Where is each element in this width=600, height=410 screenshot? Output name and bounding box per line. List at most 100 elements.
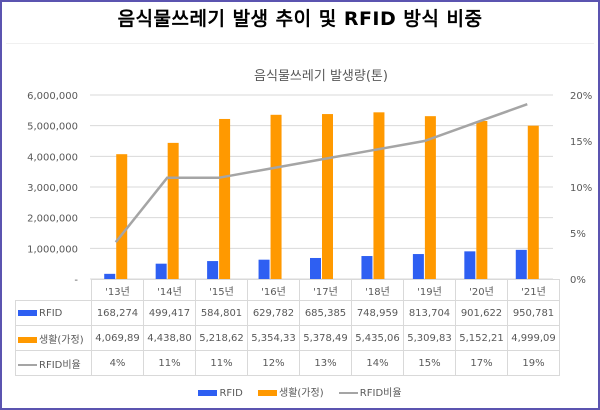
cell-text: 12% — [262, 357, 285, 369]
data-label: 4,438,80 — [143, 325, 196, 351]
y2-tick-label: 5% — [570, 229, 586, 240]
cell-text: 748,959 — [356, 307, 399, 319]
table-row: RFID비율 4% 11% 11% 12% 13% 14% 15% 17% 19% — [15, 350, 560, 376]
bar-rfid — [361, 256, 373, 279]
y2-tick-label: 15% — [570, 137, 592, 148]
bar-household — [322, 114, 333, 280]
cell-text: 11% — [158, 357, 181, 369]
cell-text: 5,354,33 — [251, 332, 296, 344]
data-label: 685,385 — [299, 300, 352, 326]
cell-text: '15년 — [209, 286, 234, 298]
cell-text: 4,999,09 — [511, 332, 556, 344]
divider — [6, 43, 594, 44]
cell-text: RFID — [39, 307, 63, 319]
data-label: 901,622 — [455, 300, 508, 326]
y-tick-label: 5,000,000 — [27, 122, 78, 133]
cell-text: 생활(가정) — [39, 334, 84, 346]
bar-rfid — [104, 273, 116, 279]
x-tick-label: '17년 — [299, 279, 352, 301]
cell-text: 168,274 — [96, 307, 139, 319]
cell-text: 4% — [109, 357, 126, 369]
data-label: 11% — [195, 350, 248, 376]
bar-rfid — [464, 251, 476, 279]
x-tick-label: '13년 — [91, 279, 144, 301]
cell-text: RFID비율 — [39, 359, 81, 371]
chart-title: 음식물쓰레기 발생량(톤) — [254, 69, 388, 84]
legend-swatch — [258, 390, 277, 396]
cell-text: 5,435,06 — [355, 332, 400, 344]
data-label: 5,354,33 — [247, 325, 300, 351]
bar-household — [527, 125, 539, 279]
y-tick-label: 6,000,000 — [27, 91, 78, 102]
cell-text: 584,801 — [200, 307, 243, 319]
data-label: 5,218,62 — [195, 325, 248, 351]
header-blank — [15, 279, 92, 301]
y-tick-label: 1,000,000 — [27, 244, 78, 255]
cell-text: '21년 — [521, 286, 546, 298]
x-tick-label: '19년 — [403, 279, 456, 301]
x-tick-label: '20년 — [455, 279, 508, 301]
cell-text: 11% — [210, 357, 233, 369]
bar-household — [167, 142, 179, 279]
series-swatch — [18, 336, 37, 343]
bar-household — [270, 114, 282, 280]
cell-text: '18년 — [365, 286, 390, 298]
data-label: 499,417 — [143, 300, 196, 326]
data-label: 14% — [351, 350, 404, 376]
table-row: RFID 168,274 499,417 584,801 629,782 685,385 7… — [15, 300, 560, 326]
data-table: '13년 '14년 '15년 '16년 '17년 '18년 '19년 '20년 '21년 RFID… — [15, 279, 560, 376]
cell-text: 813,704 — [408, 307, 451, 319]
y-tick-label: 2,000,000 — [27, 214, 78, 225]
bar-rfid — [412, 254, 424, 279]
cell-text: 901,622 — [460, 307, 503, 319]
y-tick-label: 4,000,000 — [27, 152, 78, 163]
bar-household — [219, 118, 231, 280]
data-label: 5,309,83 — [403, 325, 456, 351]
x-tick-label: '14년 — [143, 279, 196, 301]
y2-tick-label: 0% — [570, 275, 586, 286]
legend-item-household: 생활(가정) — [258, 388, 324, 399]
series-swatch — [18, 309, 37, 316]
x-tick-label: '15년 — [195, 279, 248, 301]
bar-rfid — [258, 259, 270, 279]
cell-text: '20년 — [469, 286, 494, 298]
data-label: 584,801 — [195, 300, 248, 326]
data-label: 4,069,89 — [91, 325, 144, 351]
data-label: 5,378,49 — [299, 325, 352, 351]
data-label: 4% — [91, 350, 144, 376]
cell-text: 13% — [314, 357, 337, 369]
data-label: 11% — [143, 350, 196, 376]
bar-rfid — [155, 263, 167, 279]
data-label: 950,781 — [507, 300, 560, 326]
cell-text: 4,069,89 — [95, 332, 140, 344]
cell-text: 499,417 — [148, 307, 191, 319]
bar-household — [116, 154, 128, 279]
row-label: RFID — [15, 300, 92, 326]
data-label: 748,959 — [351, 300, 404, 326]
data-label: 19% — [507, 350, 560, 376]
cell-text: 19% — [522, 357, 545, 369]
data-label: 813,704 — [403, 300, 456, 326]
row-label: RFID비율 — [15, 350, 92, 376]
cell-text: 5,309,83 — [407, 332, 452, 344]
bar-rfid — [515, 249, 527, 279]
y2-tick-label: 10% — [570, 183, 592, 194]
cell-text: 15% — [418, 357, 441, 369]
bar-rfid — [310, 257, 321, 279]
page-title: 음식물쓰레기 발생 추이 및 RFID 방식 비중 — [117, 8, 483, 30]
cell-text: '13년 — [105, 286, 130, 298]
cell-text: '16년 — [261, 286, 286, 298]
cell-text: '17년 — [313, 286, 338, 298]
legend-swatch — [198, 390, 218, 396]
table-header-row: '13년 '14년 '15년 '16년 '17년 '18년 '19년 '20년 '21년 — [15, 279, 560, 301]
cell-text: 5,218,62 — [199, 332, 244, 344]
cell-text: '19년 — [417, 286, 442, 298]
data-label: 168,274 — [91, 300, 144, 326]
bar-household — [424, 116, 436, 279]
x-tick-label: '18년 — [351, 279, 404, 301]
cell-text: 685,385 — [304, 307, 347, 319]
legend-label: RFID — [219, 388, 243, 399]
bar-rfid — [207, 261, 219, 279]
data-label: 13% — [299, 350, 352, 376]
y2-tick-label: 20% — [570, 91, 592, 102]
